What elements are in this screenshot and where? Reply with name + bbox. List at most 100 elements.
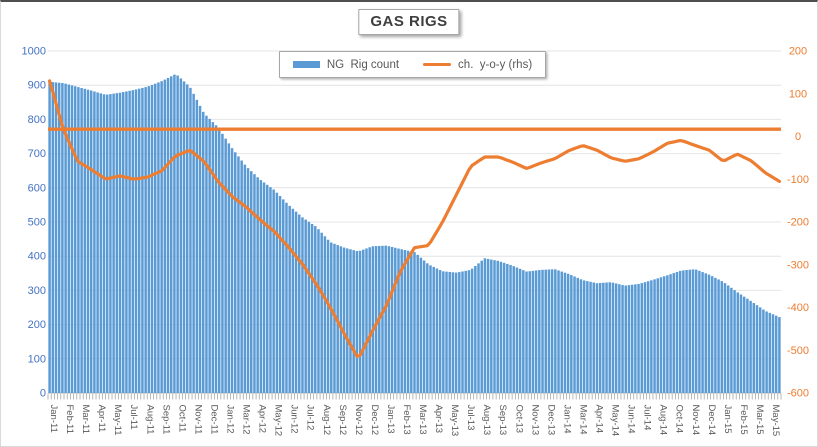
bar: [467, 270, 471, 393]
x-axis-label: Apr-12: [257, 405, 268, 434]
bar: [246, 168, 250, 393]
bar: [557, 270, 560, 393]
bar: [698, 270, 701, 393]
bar: [221, 133, 224, 393]
bar: [218, 129, 221, 393]
bar: [461, 271, 464, 393]
bar: [762, 309, 765, 393]
legend-item-rig-count: NG Rig count: [292, 59, 399, 71]
bar: [64, 83, 67, 394]
bar: [730, 287, 733, 393]
bar: [141, 87, 144, 393]
left-axis-label: 300: [28, 285, 46, 297]
bar: [422, 260, 426, 393]
x-axis-label: Jul-13: [465, 405, 476, 431]
bar: [554, 269, 557, 393]
bar: [304, 219, 307, 393]
x-axis-label: Aug-13: [481, 405, 492, 436]
bar: [547, 269, 551, 393]
bar: [320, 232, 323, 393]
left-axis-label: 900: [28, 80, 46, 92]
left-axis-label: 400: [28, 251, 46, 263]
bar: [112, 93, 115, 394]
x-axis-label: Jul-14: [642, 405, 653, 431]
bar: [416, 254, 419, 393]
bar: [426, 263, 429, 393]
bar: [256, 177, 259, 393]
bar: [739, 294, 743, 393]
bar: [685, 270, 688, 393]
bar: [282, 199, 285, 393]
bar: [538, 270, 541, 393]
bar: [429, 265, 432, 393]
bar: [522, 270, 525, 393]
bar: [342, 247, 346, 393]
bar: [185, 84, 189, 394]
bar: [326, 239, 330, 393]
bar: [442, 271, 445, 393]
bar: [410, 251, 413, 393]
legend: NG Rig count ch. y-o-y (rhs): [279, 51, 546, 78]
bar: [595, 283, 599, 393]
bar: [291, 208, 295, 393]
right-axis-label: 0: [795, 131, 801, 143]
bar: [275, 192, 279, 393]
right-axis-label: 100: [789, 88, 807, 100]
bar: [48, 81, 51, 393]
bar: [153, 83, 157, 393]
bar: [288, 205, 291, 393]
x-axis-label: Aug-11: [144, 405, 155, 435]
bar: [694, 269, 698, 393]
bar: [675, 271, 679, 393]
bar: [749, 300, 752, 393]
right-axis-label: -400: [787, 302, 809, 314]
bar: [662, 276, 666, 393]
bar: [323, 236, 327, 393]
x-axis-label: Nov-11: [192, 405, 203, 435]
bar: [227, 143, 231, 393]
bar: [746, 298, 749, 393]
bar: [566, 273, 570, 393]
chart-title-box: GAS RIGS: [358, 9, 460, 35]
x-axis-label: Mar-15: [754, 405, 765, 435]
bar: [176, 75, 179, 393]
bar: [573, 276, 576, 393]
x-axis-label: Feb-15: [738, 405, 749, 435]
right-axis-label: 200: [789, 46, 807, 58]
bar: [86, 89, 90, 394]
bar: [128, 90, 131, 394]
x-axis-label: May-13: [449, 405, 460, 437]
bar: [406, 250, 410, 393]
bar: [448, 271, 451, 393]
bar: [541, 269, 544, 393]
x-axis-label: Sep-11: [160, 405, 171, 435]
x-axis-label: Sep-13: [497, 405, 508, 436]
bar: [646, 281, 650, 393]
bar: [387, 246, 391, 393]
bar: [480, 260, 483, 393]
bar: [259, 180, 263, 393]
x-axis-label: Jan-13: [385, 405, 396, 434]
bar: [602, 282, 605, 393]
bar: [643, 282, 647, 393]
bar: [310, 223, 314, 393]
x-axis-label: Nov-14: [690, 405, 701, 436]
bar: [121, 92, 125, 394]
bar: [137, 88, 141, 394]
bar: [774, 315, 778, 393]
bar: [640, 283, 644, 393]
bar: [93, 91, 96, 394]
bar: [672, 273, 676, 393]
bar: [355, 251, 359, 393]
bar: [73, 86, 77, 393]
bar: [173, 74, 176, 394]
bar: [445, 271, 448, 393]
bar: [352, 250, 355, 393]
bar: [688, 269, 692, 393]
bar: [778, 317, 781, 393]
x-axis-label: Mar-11: [80, 405, 91, 434]
bar: [253, 174, 256, 393]
bar: [736, 292, 740, 393]
bar: [147, 86, 151, 394]
